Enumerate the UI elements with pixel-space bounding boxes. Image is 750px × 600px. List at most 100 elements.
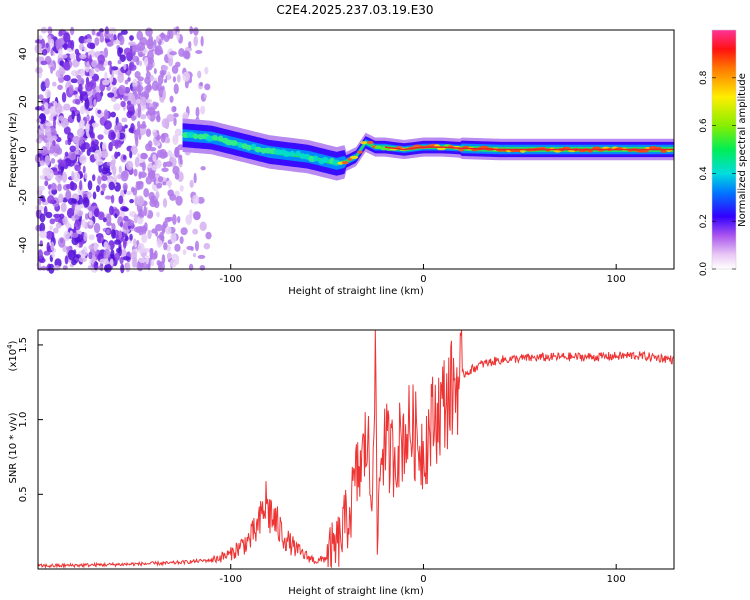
spectrogram-noise-blob	[76, 128, 85, 137]
spectrogram-noise-blob	[166, 71, 171, 81]
spectrogram-noise-blob	[59, 60, 65, 67]
spectrogram-noise-blob	[166, 113, 175, 122]
spectrogram-noise-blob	[81, 120, 85, 125]
spectrogram-noise-blob	[64, 151, 69, 157]
spectrogram-noise-blob	[105, 213, 112, 225]
spectrogram-noise-blob	[111, 229, 116, 239]
spectrogram-noise-blob	[64, 255, 69, 265]
spectrogram-noise-blob	[35, 67, 43, 74]
spectrogram-noise-blob	[85, 123, 90, 133]
spectrogram-noise-blob	[124, 235, 129, 241]
spectrogram-noise-blob	[63, 32, 71, 43]
spectrogram-noise-blob	[167, 29, 171, 41]
spectrogram-noise-blob	[88, 244, 94, 250]
spectrogram-noise-blob	[130, 186, 135, 193]
snr-series-line	[37, 329, 674, 570]
spectrogram-noise-blob	[182, 71, 191, 82]
spectrogram-noise-blob	[124, 124, 128, 129]
spectrogram-noise-blob	[65, 189, 72, 201]
spectrogram-noise-blob	[149, 74, 154, 82]
spectrogram-ridge-peak	[289, 150, 295, 157]
spectrogram-ridge-peak	[254, 146, 262, 153]
spectrogram-noise-blob	[43, 102, 49, 109]
snr-multiplier-close: )	[8, 340, 19, 344]
spectrogram-noise-blob	[80, 105, 85, 115]
spectrogram-noise-blob	[41, 265, 47, 271]
snr-y-label: SNR (10 * v/v)	[8, 412, 19, 483]
spectrogram-noise-blob	[81, 249, 85, 255]
spectrogram-noise-blob	[88, 234, 95, 241]
spectrogram-noise-blob	[36, 118, 42, 124]
spectrogram-noise-blob	[122, 256, 131, 261]
spectrogram-noise-blob	[200, 35, 204, 47]
spectrogram-noise-blob	[118, 195, 124, 205]
spectrogram-noise-blob	[139, 96, 147, 106]
spectrogram-noise-blob	[90, 140, 96, 151]
spectrogram-noise-blob	[205, 231, 212, 240]
spectrogram-noise-blob	[93, 222, 101, 234]
spectrogram-noise-blob	[44, 167, 50, 177]
spectrogram-noise-blob	[95, 185, 100, 193]
spectrogram-noise-blob	[161, 118, 170, 129]
spectrogram-noise-blob	[185, 214, 192, 226]
spectrogram-noise-blob	[103, 248, 111, 259]
spectrogram-noise-blob	[110, 131, 116, 139]
spectrogram-noise-blob	[122, 221, 129, 230]
spectrogram-noise-blob	[140, 153, 148, 160]
spectrogram-noise-blob	[104, 120, 112, 130]
spectrogram-noise-blob	[97, 54, 106, 64]
spectrogram-noise-blob	[122, 154, 127, 160]
spectrogram-noise-blob	[37, 185, 46, 191]
spectrogram-noise-blob	[83, 47, 87, 52]
spectrogram-noise-blob	[83, 232, 88, 242]
spectrogram-noise-blob	[69, 26, 75, 36]
spectrogram-noise-blob	[57, 37, 65, 46]
spectrogram-noise-blob	[130, 123, 135, 133]
snr-frame	[37, 329, 675, 570]
spectrogram-noise-blob	[58, 115, 65, 121]
spectrogram-y-tick-label: 20	[18, 95, 29, 108]
spectrogram-ridge-peak	[374, 145, 382, 149]
spectrogram-noise-blob	[116, 122, 123, 132]
spectrogram-noise-blob	[114, 213, 118, 219]
spectrogram-ridge-peak	[295, 150, 301, 157]
spectrogram-noise-blob	[166, 180, 173, 187]
spectrogram-noise-blob	[75, 52, 82, 62]
spectrogram-noise-blob	[163, 242, 168, 251]
spectrogram-ridge-peak	[245, 144, 252, 151]
spectrogram-noise-blob	[101, 142, 107, 150]
spectrogram-noise-blob	[37, 249, 43, 260]
spectrogram-noise-blob	[58, 31, 63, 37]
spectrogram-noise-blob	[78, 257, 87, 263]
spectrogram-noise-blob	[50, 241, 55, 252]
spectrogram-noise-blob	[63, 230, 70, 242]
spectrogram-noise-blob	[112, 39, 121, 45]
spectrogram-noise-blob	[151, 164, 158, 171]
spectrogram-noise-blob	[195, 49, 203, 55]
spectrogram-ridge-core	[182, 129, 674, 170]
spectrogram-noise-blob	[117, 173, 122, 180]
spectrogram-noise-blob	[57, 84, 63, 91]
spectrogram-noise-blob	[58, 237, 66, 248]
spectrogram-noise-blob	[200, 105, 206, 115]
spectrogram-noise-blob	[53, 213, 61, 219]
spectrogram-noise-blob	[126, 103, 135, 112]
spectrogram-noise-blob	[133, 129, 141, 136]
spectrogram-noise-blob	[63, 126, 71, 135]
spectrogram-noise-blob	[177, 144, 185, 151]
spectrogram-noise-blob	[165, 226, 172, 235]
spectrogram-noise-blob	[48, 115, 55, 122]
spectrogram-noise-blob	[57, 183, 62, 192]
spectrogram-noise-blob	[158, 49, 164, 55]
spectrogram-noise-blob	[157, 176, 164, 183]
spectrogram-y-tick-label: 0	[18, 146, 29, 152]
spectrogram-noise-blob	[159, 69, 164, 76]
spectrogram-noise-blob	[136, 215, 144, 225]
spectrogram-noise-blob	[114, 139, 119, 150]
spectrogram-noise-blob	[104, 195, 113, 200]
spectrogram-noise-blob	[39, 240, 43, 247]
spectrogram-noise-blob	[71, 232, 79, 238]
snr-x-tick-label: -100	[219, 574, 242, 585]
spectrogram-noise-blob	[170, 232, 177, 244]
spectrogram-noise-blob	[162, 181, 167, 186]
